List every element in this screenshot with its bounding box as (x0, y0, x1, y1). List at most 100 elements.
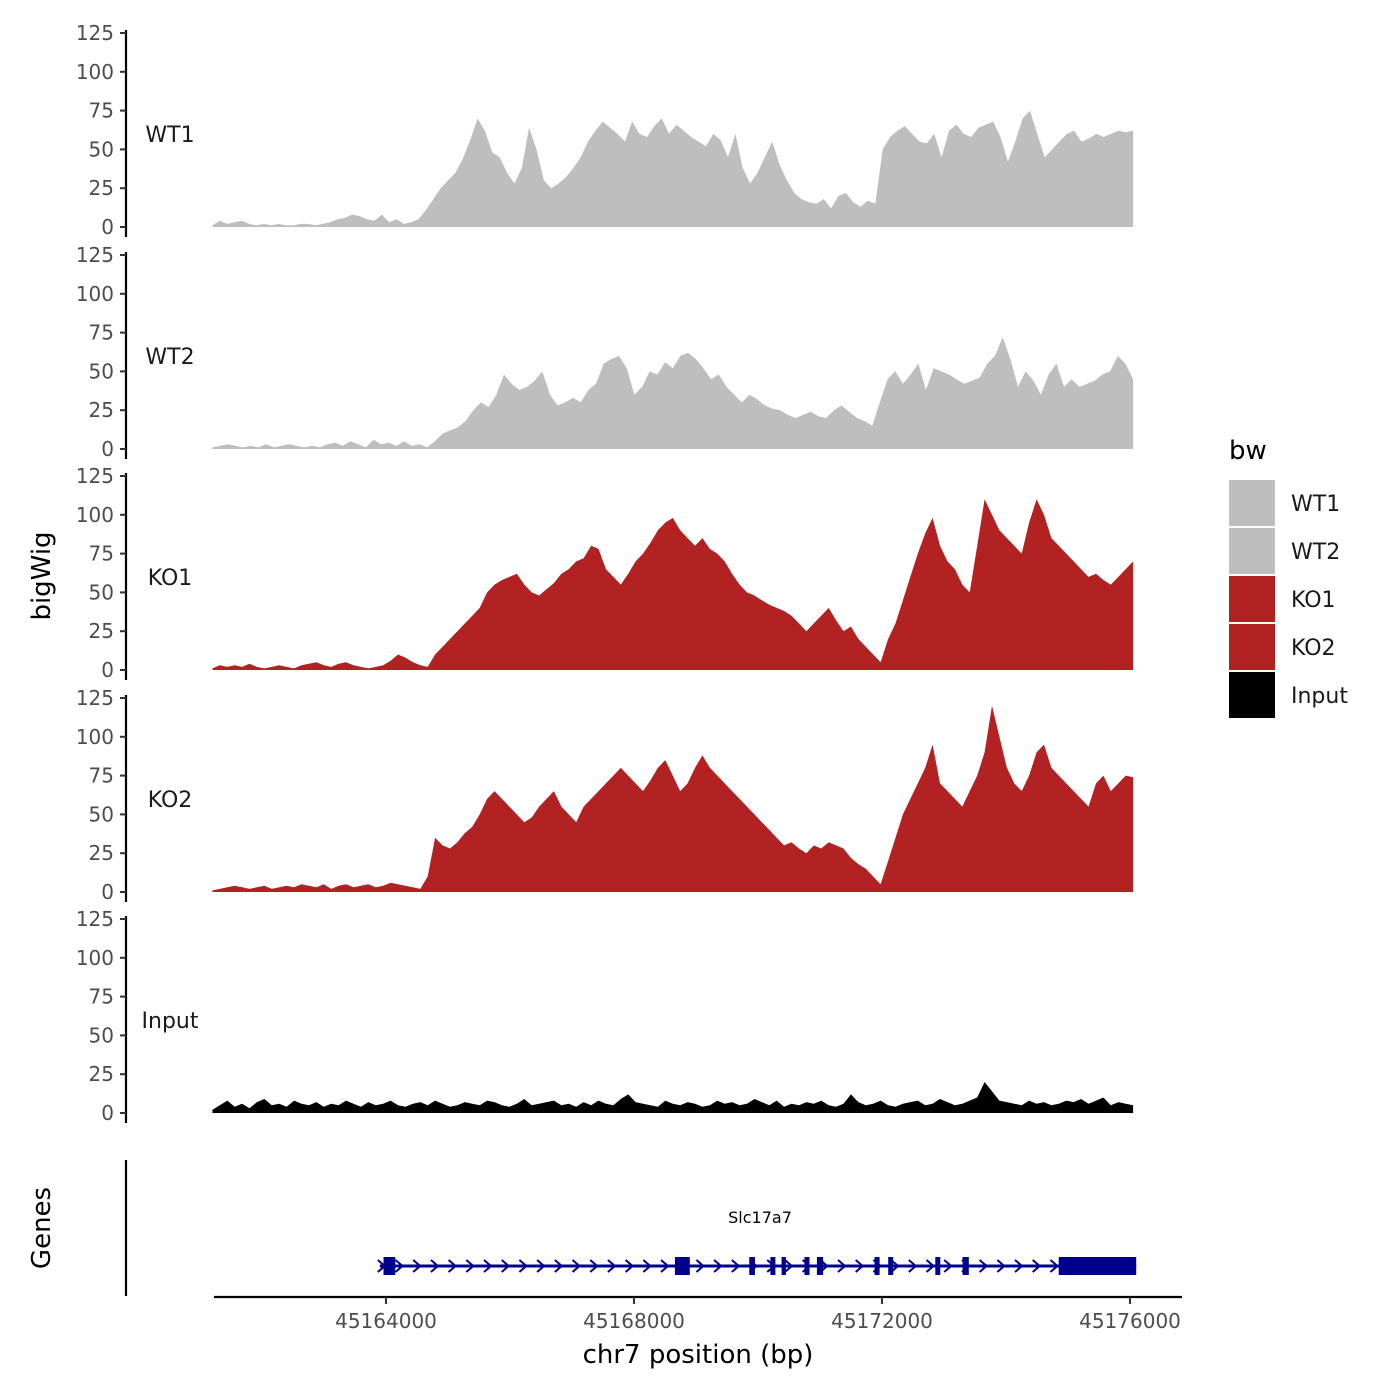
gene-exon (888, 1257, 894, 1275)
x-axis: 45164000 45168000 45172000 45176000 (214, 1295, 1182, 1333)
strand-arrow (855, 1259, 865, 1273)
y-tick-label: 100 (76, 282, 114, 306)
y-tick-label: 75 (89, 99, 114, 123)
area-ko1 (212, 499, 1134, 670)
legend: bw WT1 WT2 KO1 KO2 Input (1229, 436, 1348, 718)
legend-swatch (1229, 576, 1275, 622)
legend-title: bw (1229, 436, 1267, 466)
legend-swatch (1229, 672, 1275, 718)
y-tick-label: 0 (101, 215, 114, 239)
y-tick-label: 125 (76, 686, 114, 710)
y-tick-label: 100 (76, 725, 114, 749)
y-tick-label: 25 (89, 1062, 114, 1086)
y-tick-label: 0 (101, 1101, 114, 1125)
gene-exon (804, 1257, 810, 1275)
legend-label: WT1 (1291, 492, 1340, 517)
strand-arrow (412, 1259, 422, 1273)
legend-entry-ko1: KO1 (1229, 576, 1336, 622)
y-tick-label: 50 (89, 802, 114, 826)
x-tick-label: 45164000 (335, 1309, 437, 1333)
y-tick-label: 25 (89, 619, 114, 643)
legend-swatch (1229, 624, 1275, 670)
gene-exon (781, 1257, 786, 1275)
y-tick-label: 75 (89, 542, 114, 566)
strand-arrow (483, 1259, 493, 1273)
gene-label: Slc17a7 (728, 1208, 792, 1227)
strand-arrow (925, 1259, 936, 1273)
strand-arrow (394, 1259, 405, 1273)
strand-arrow (1049, 1259, 1059, 1273)
gene-exon (1058, 1257, 1137, 1275)
legend-entry-wt1: WT1 (1229, 480, 1340, 526)
area-wt1 (212, 110, 1134, 227)
x-tick-label: 45168000 (583, 1309, 685, 1333)
strand-arrow (978, 1259, 989, 1273)
strand-arrow (624, 1259, 635, 1273)
area-input (212, 1082, 1134, 1113)
legend-swatch (1229, 480, 1275, 526)
y-tick-label: 100 (76, 503, 114, 527)
track-wt1: 0 25 50 75 100 125 WT1 (76, 21, 1134, 239)
x-tick-label: 45172000 (831, 1309, 933, 1333)
legend-entry-wt2: WT2 (1229, 528, 1340, 574)
gene-exon (962, 1257, 969, 1275)
strand-arrow (447, 1259, 458, 1273)
strand-arrow (660, 1259, 670, 1273)
strand-arrow (607, 1259, 617, 1273)
track-panels: 0 25 50 75 100 125 WT1 0 25 50 75 100 125 WT2 0 25 50 75 1… (76, 21, 1134, 1125)
x-axis-title: chr7 position (bp) (583, 1340, 814, 1370)
track-label: KO2 (148, 788, 193, 813)
strand-arrow (536, 1259, 546, 1273)
gene-exon (383, 1257, 396, 1275)
y-tick-label: 75 (89, 321, 114, 345)
y-tick-label: 0 (101, 658, 114, 682)
track-label: WT2 (145, 345, 194, 370)
x-tick-label: 45176000 (1079, 1309, 1181, 1333)
y-tick-label: 25 (89, 398, 114, 422)
y-axis-title: bigWig (27, 531, 57, 620)
legend-label: KO2 (1291, 636, 1336, 661)
strand-arrow (518, 1259, 528, 1273)
y-tick-label: 75 (89, 764, 114, 788)
strand-arrow (996, 1259, 1006, 1273)
gene-exon (749, 1257, 755, 1275)
strand-arrow (554, 1259, 564, 1273)
strand-arrow (890, 1259, 900, 1273)
track-label: Input (142, 1009, 199, 1034)
y-tick-label: 100 (76, 60, 114, 84)
track-ko2: 0 25 50 75 100 125 KO2 (76, 686, 1134, 904)
gene-exon (816, 1257, 824, 1275)
y-tick-label: 75 (89, 985, 114, 1009)
y-tick-label: 25 (89, 176, 114, 200)
legend-label: WT2 (1291, 540, 1340, 565)
track-wt2: 0 25 50 75 100 125 WT2 (76, 243, 1134, 461)
y-tick-label: 125 (76, 243, 114, 267)
strand-arrow (837, 1259, 847, 1273)
track-label: KO1 (148, 566, 193, 591)
y-tick-label: 125 (76, 907, 114, 931)
track-label: WT1 (145, 123, 194, 148)
strand-arrow (713, 1259, 723, 1273)
legend-entry-ko2: KO2 (1229, 624, 1336, 670)
y-tick-label: 125 (76, 464, 114, 488)
strand-arrow (731, 1259, 741, 1273)
legend-label: KO1 (1291, 588, 1336, 613)
strand-arrow (501, 1259, 511, 1273)
gene-exon (770, 1257, 776, 1275)
gene-track: Slc17a7 (124, 1160, 1137, 1296)
y-tick-label: 50 (89, 359, 114, 383)
gene-exon (935, 1257, 941, 1275)
y-tick-label: 100 (76, 946, 114, 970)
strand-arrow (571, 1259, 582, 1273)
y-tick-label: 0 (101, 880, 114, 904)
y-tick-label: 50 (89, 1023, 114, 1047)
y-tick-label: 50 (89, 137, 114, 161)
strand-arrow (1014, 1259, 1024, 1273)
area-ko2 (212, 705, 1134, 892)
strand-arrow (784, 1259, 794, 1273)
y-tick-label: 125 (76, 21, 114, 45)
y-tick-label: 25 (89, 841, 114, 865)
legend-swatch (1229, 528, 1275, 574)
track-ko1: 0 25 50 75 100 125 KO1 (76, 464, 1134, 682)
strand-arrow (642, 1259, 652, 1273)
